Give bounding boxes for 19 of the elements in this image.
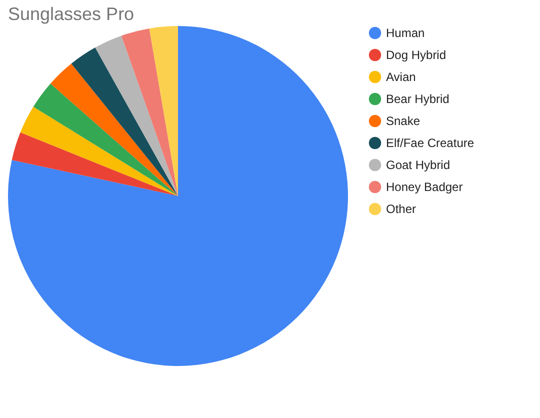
legend-label: Bear Hybrid xyxy=(386,92,450,106)
pie-slice xyxy=(8,26,348,366)
pie-slice xyxy=(121,28,178,196)
pie-slice xyxy=(149,26,178,196)
legend-label: Honey Badger xyxy=(386,180,463,194)
legend-label: Elf/Fae Creature xyxy=(386,136,474,150)
pie-slice xyxy=(95,36,178,196)
pie-slice xyxy=(33,84,178,196)
chart-title: Sunglasses Pro xyxy=(8,4,134,24)
pie-slice xyxy=(20,106,178,196)
pie-slice xyxy=(71,48,178,196)
legend-label: Snake xyxy=(386,114,420,128)
pie-slice xyxy=(50,64,178,196)
legend-label: Dog Hybrid xyxy=(386,48,446,62)
legend-label: Other xyxy=(386,202,416,216)
legend-label: Human xyxy=(386,26,425,40)
pie-slice xyxy=(12,132,178,196)
legend-label: Avian xyxy=(386,70,416,84)
legend-label: Goat Hybrid xyxy=(386,158,450,172)
